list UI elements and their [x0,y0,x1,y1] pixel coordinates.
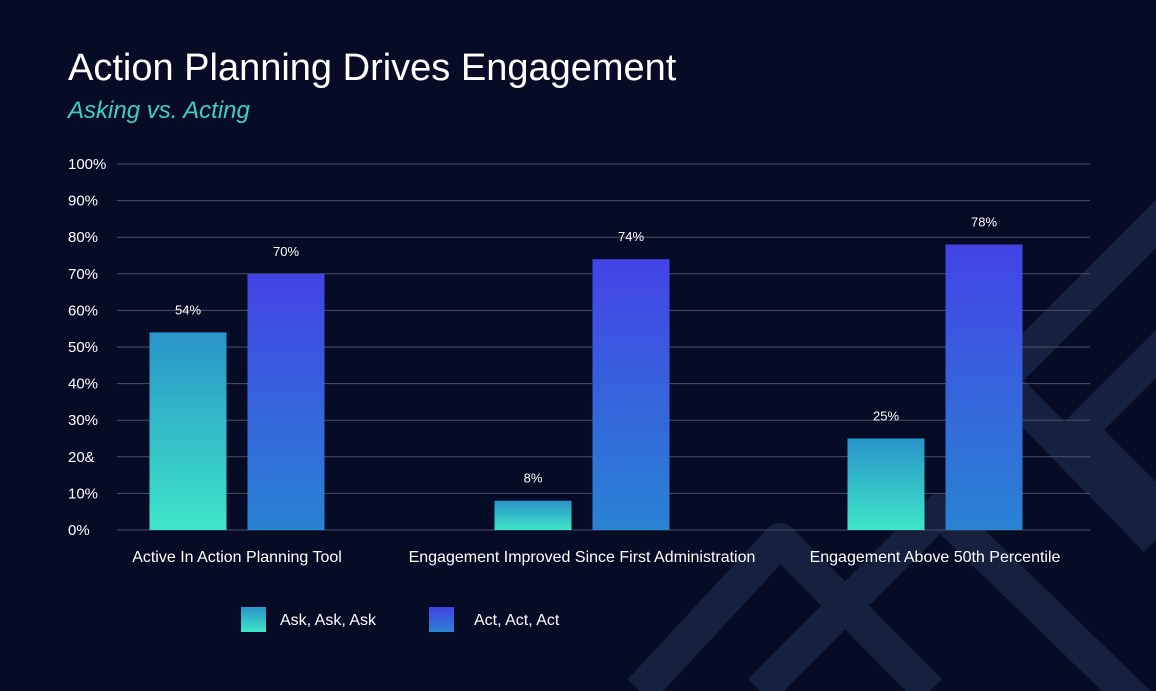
legend: Ask, Ask, Ask Act, Act, Act [241,607,560,632]
legend-label-act: Act, Act, Act [474,612,560,629]
y-axis-ticks: 0% 10% 20&30% 40% 50% 60% 70% 80% 90% 100% [68,156,106,539]
y-tick-label: 90% [68,193,98,210]
y-tick-label: 60% [68,302,98,319]
data-label: 70% [273,244,299,259]
bar-ask [847,438,925,530]
y-tick-label: 100% [68,156,106,173]
y-tick-label: 40% [68,376,98,393]
data-label: 8% [524,471,543,486]
y-tick-label: 20& [68,449,95,466]
bar-act [945,244,1023,530]
chart-subtitle: Asking vs. Acting [66,97,251,124]
bars [149,244,1023,530]
bar-ask [494,500,572,530]
chart-title: Action Planning Drives Engagement [68,47,677,89]
bar-act [247,273,325,530]
y-tick-label: 50% [68,339,98,356]
y-tick-label: 80% [68,229,98,246]
x-axis-ticks: Active In Action Planning Tool Engagement… [132,549,1060,566]
data-label: 74% [618,229,644,244]
x-tick-label: Engagement Above 50th Percentile [810,549,1061,566]
legend-swatch-act [429,607,454,632]
y-tick-label: 30% [68,412,98,429]
y-tick-label: 70% [68,266,98,283]
legend-swatch-ask [241,607,266,632]
legend-label-ask: Ask, Ask, Ask [280,612,377,629]
data-labels: 54% 70% 8% 74% 25% 78% [175,215,997,486]
bar-act [592,259,670,530]
y-tick-label: 0% [68,522,90,539]
data-label: 78% [971,215,997,230]
data-label: 54% [175,302,201,317]
x-tick-label: Engagement Improved Since First Administ… [409,549,756,566]
y-tick-label: 10% [68,485,98,502]
bar-ask [149,332,227,530]
x-tick-label: Active In Action Planning Tool [132,549,342,566]
data-label: 25% [873,409,899,424]
